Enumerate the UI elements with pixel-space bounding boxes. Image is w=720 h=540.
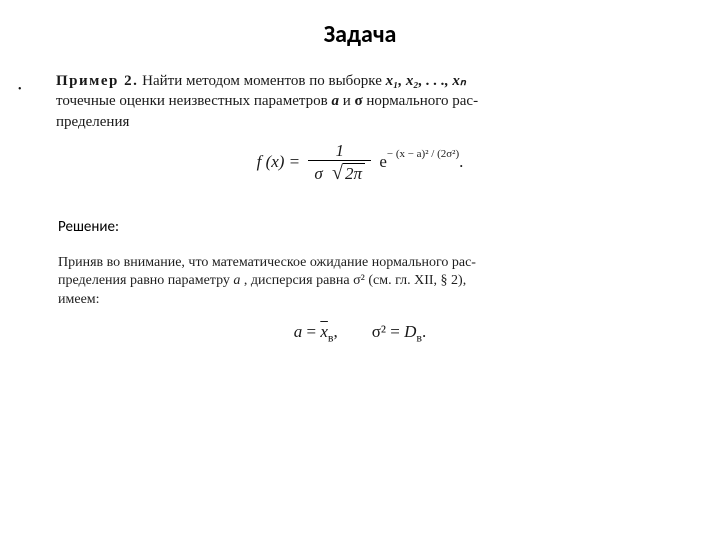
fraction-denominator: σ √2π [308, 160, 371, 184]
list-bullet: • [18, 84, 22, 95]
formula2-tail: . [422, 322, 426, 341]
problem-text-1a: Найти методом моментов по выборке [142, 73, 385, 89]
result-formula: a = xв, σ² = Dв. [30, 322, 690, 345]
eq2-rhs-D: D [404, 322, 416, 341]
solution-label: Решение: [58, 218, 690, 236]
problem-text-2: точечные оценки неизвестных параметров [56, 93, 331, 109]
sample-sequence: x₁, x₂, . . ., xₙ [386, 73, 466, 89]
fraction-numerator: 1 [308, 142, 371, 160]
page-title: Задача [30, 20, 690, 49]
solution-line-1: Приняв во внимание, что математическое о… [58, 255, 476, 270]
formula-lhs: f (x) = [257, 152, 301, 171]
eq1-lhs: a [294, 322, 303, 341]
solution-param-a: a [233, 273, 240, 288]
param-a: a [331, 93, 339, 109]
sqrt-radicand: 2π [343, 163, 365, 183]
param-sigma: σ [354, 93, 362, 109]
solution-line-2a: пределения равно параметру [58, 273, 233, 288]
solution-text: Приняв во внимание, что математическое о… [58, 254, 662, 311]
density-formula: f (x) = 1 σ √2π e− (x − a)² / (2σ²). [30, 142, 690, 184]
exp-base: e [379, 152, 387, 171]
problem-statement: Пример 2. Найти методом моментов по выбо… [56, 71, 690, 132]
eq1-rhs-x: x [320, 322, 328, 341]
sigma: σ [314, 164, 322, 183]
formula-tail: . [459, 152, 463, 171]
formula2-sep: , [334, 322, 372, 341]
exp-power: − (x − a)² / (2σ²) [387, 148, 459, 160]
eq2-lhs: σ² [372, 322, 386, 341]
problem-text-2-mid: и [343, 93, 355, 109]
solution-line-2b: , дисперсия равна σ² (см. гл. XII, § 2), [244, 273, 466, 288]
solution-line-3: имеем: [58, 292, 100, 307]
problem-text-3: пределения [56, 114, 129, 130]
eq2-eq: = [386, 322, 404, 341]
problem-text-2-end: нормального рас- [366, 93, 478, 109]
example-label: Пример 2. [56, 73, 138, 89]
eq1-eq: = [302, 322, 320, 341]
sqrt-symbol: √ [327, 162, 343, 184]
fraction: 1 σ √2π [308, 142, 371, 184]
